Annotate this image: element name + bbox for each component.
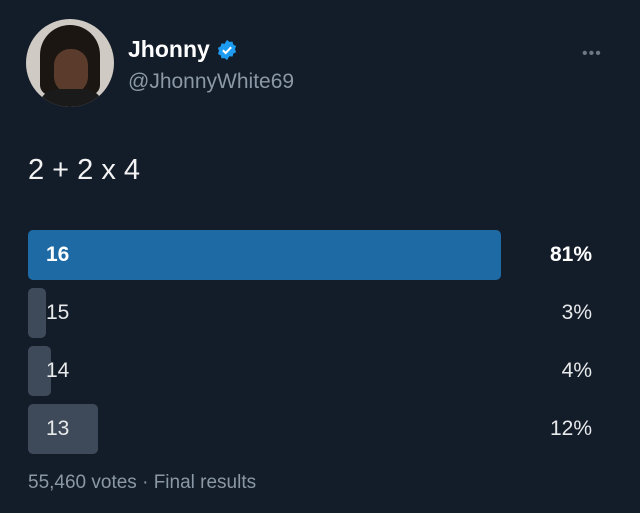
tweet-text: 2 + 2 x 4 <box>28 154 141 186</box>
avatar[interactable] <box>26 19 114 107</box>
poll-option-percent: 81% <box>549 243 592 266</box>
poll-option-label: 16 <box>46 243 70 266</box>
verified-badge-icon <box>217 39 236 60</box>
poll-option-label: 15 <box>46 301 70 324</box>
poll-option-percent: 3% <box>561 301 592 324</box>
poll-option: 16 81% <box>28 230 592 280</box>
poll-bar <box>28 288 46 338</box>
poll-option: 15 3% <box>28 288 592 338</box>
more-horizontal-icon[interactable]: ••• <box>582 45 602 62</box>
poll-option: 13 12% <box>28 404 592 454</box>
poll-option-percent: 4% <box>561 359 592 382</box>
poll-option-label: 14 <box>46 359 70 382</box>
avatar-body <box>38 89 104 107</box>
poll-option-percent: 12% <box>549 417 592 440</box>
author-handle[interactable]: @JhonnyWhite69 <box>128 70 295 93</box>
poll: 16 81% 15 3% 14 4% 13 12% <box>28 230 592 462</box>
poll-option-label: 13 <box>46 417 70 440</box>
poll-footer: 55,460 votes · Final results <box>28 472 257 493</box>
author-name[interactable]: Jhonny <box>128 36 210 62</box>
poll-bar <box>28 346 52 396</box>
poll-option: 14 4% <box>28 346 592 396</box>
poll-bar <box>28 230 501 280</box>
author-name-row[interactable]: Jhonny <box>128 36 238 63</box>
avatar-face <box>54 49 88 93</box>
poll-bar <box>28 404 99 454</box>
